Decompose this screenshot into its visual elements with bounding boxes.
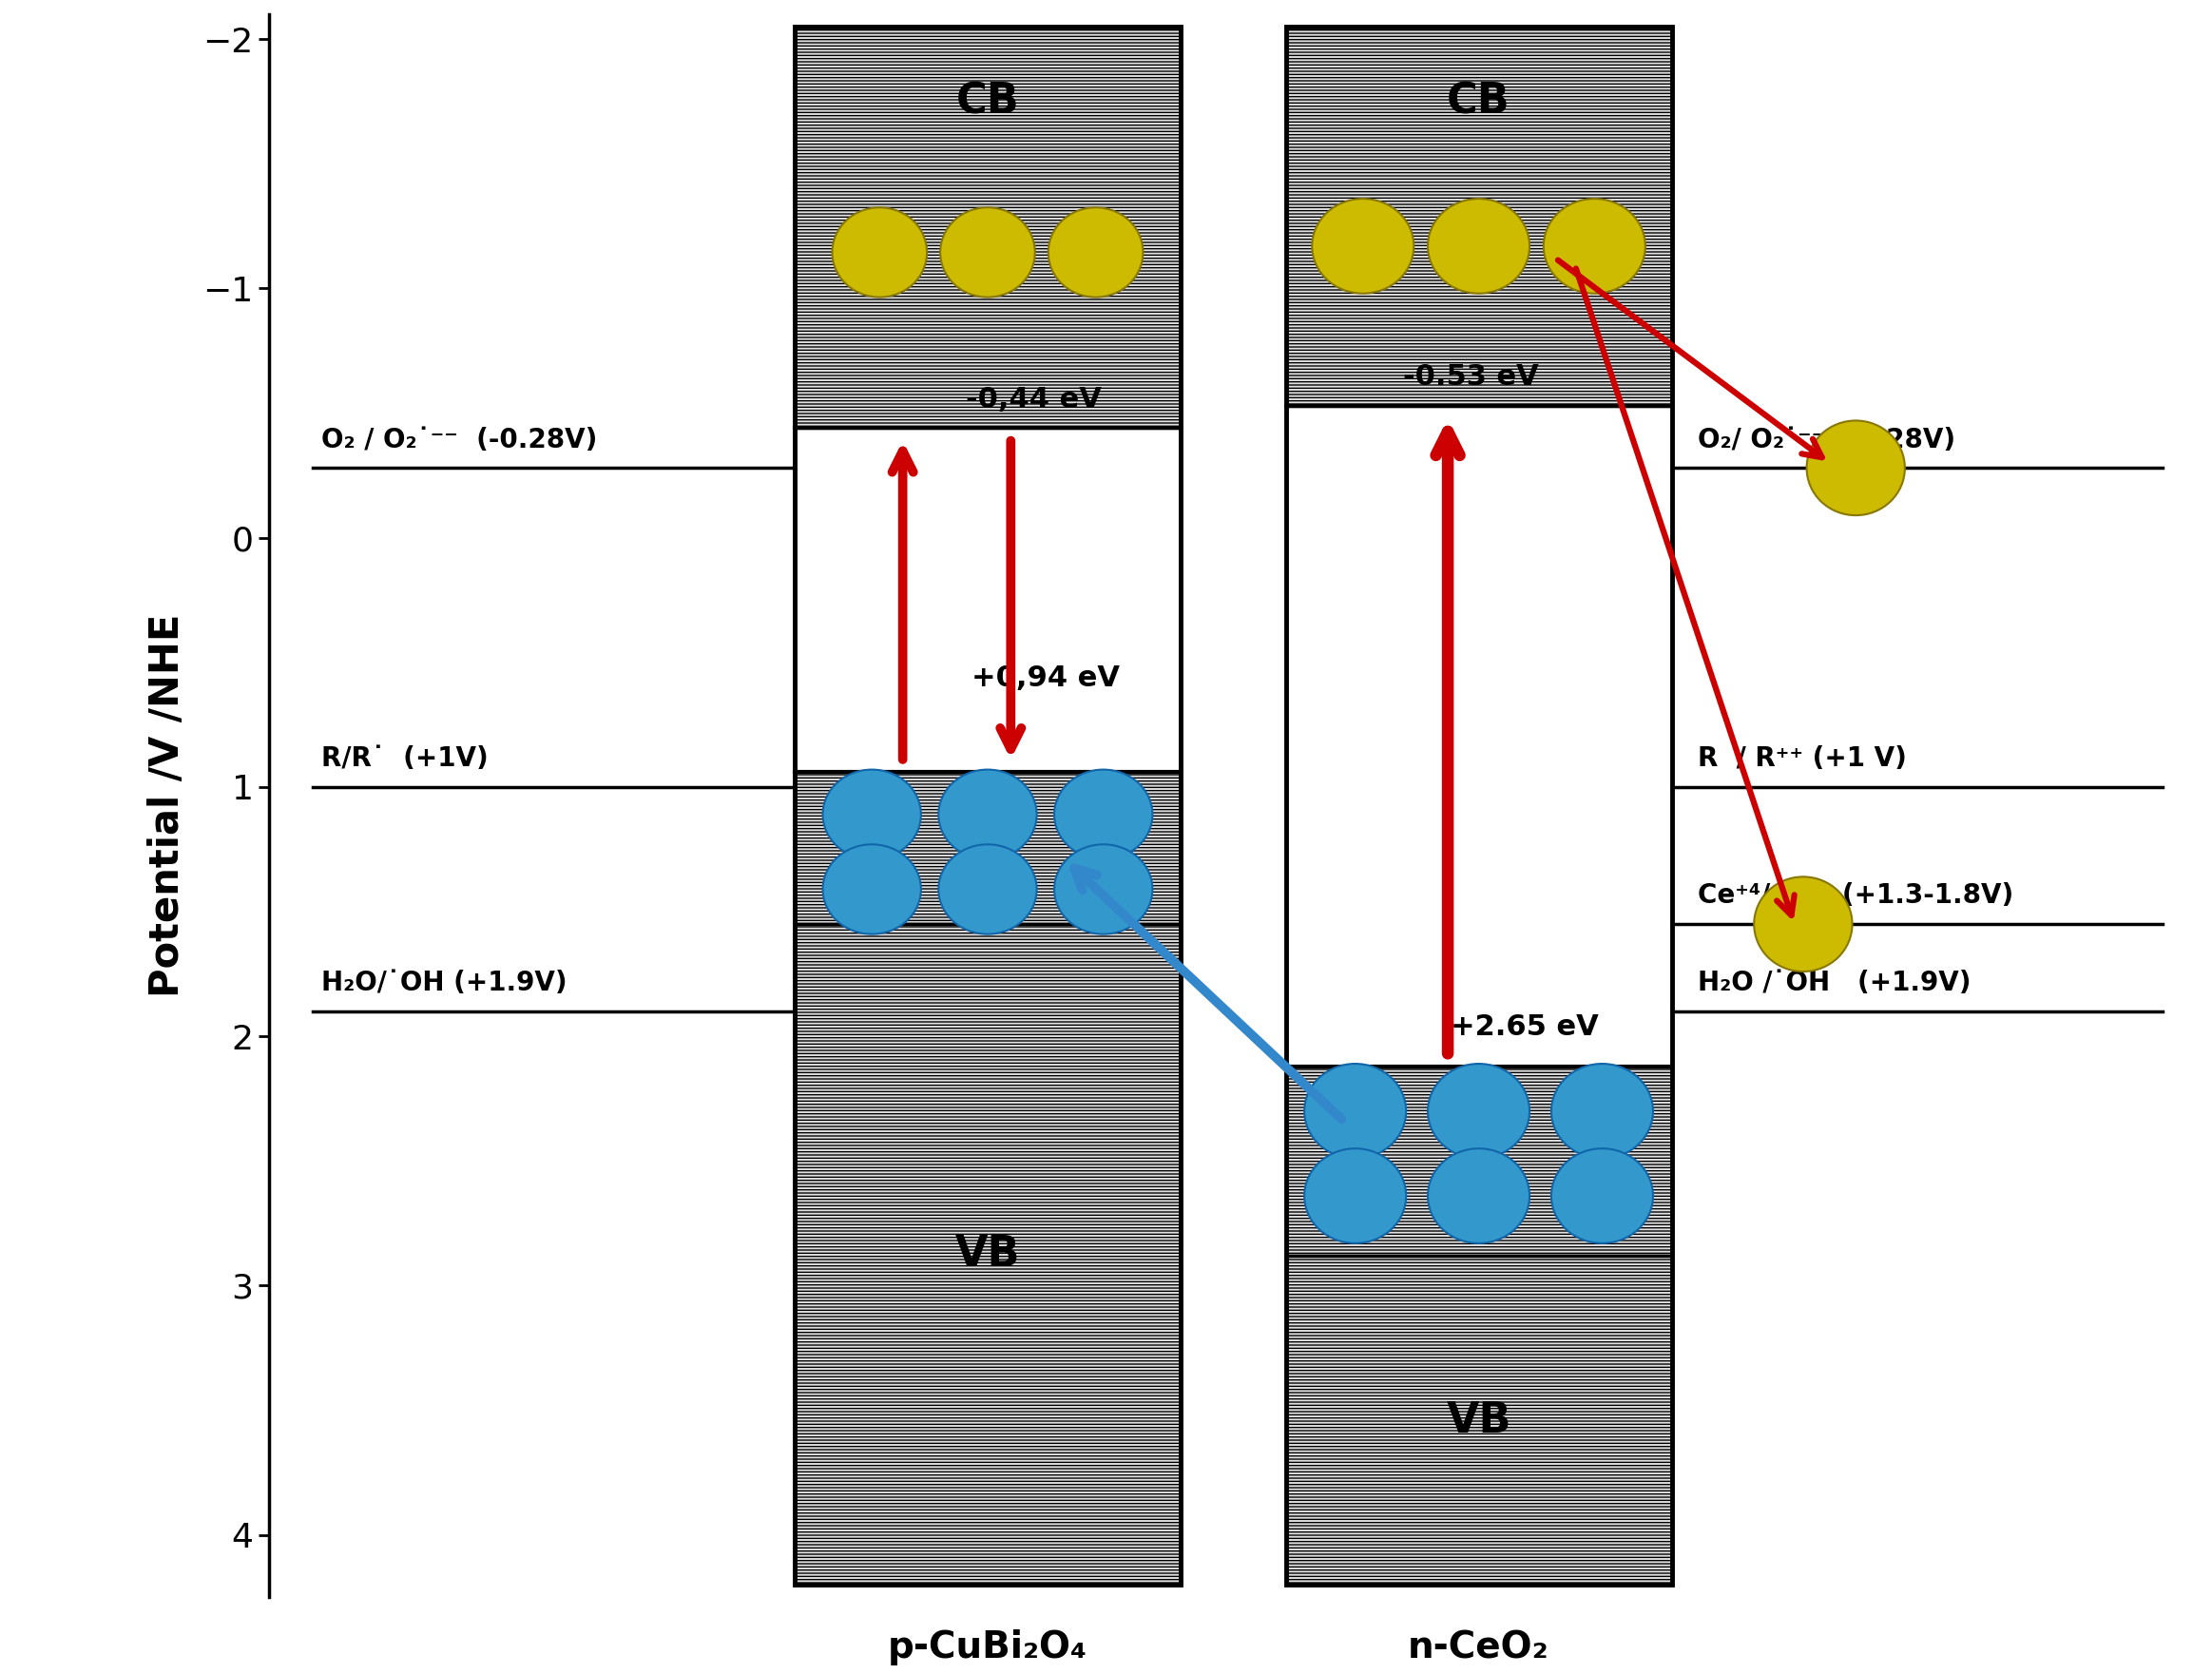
Text: +0,94 eV: +0,94 eV bbox=[971, 665, 1119, 693]
Text: R  / R⁺⁺ (+1 V): R / R⁺⁺ (+1 V) bbox=[1699, 745, 1907, 772]
Ellipse shape bbox=[1807, 420, 1905, 516]
Bar bbox=[1285, 27, 1672, 1585]
Ellipse shape bbox=[1305, 1063, 1407, 1158]
Text: H₂O/˙OH (+1.9V): H₂O/˙OH (+1.9V) bbox=[321, 969, 566, 996]
Ellipse shape bbox=[938, 770, 1037, 859]
Ellipse shape bbox=[1754, 877, 1851, 971]
Ellipse shape bbox=[1544, 199, 1646, 293]
Ellipse shape bbox=[938, 844, 1037, 934]
Text: CB: CB bbox=[956, 82, 1020, 122]
Y-axis label: Potential /V /NHE: Potential /V /NHE bbox=[146, 614, 186, 998]
Ellipse shape bbox=[1055, 844, 1152, 934]
Ellipse shape bbox=[1312, 199, 1413, 293]
Ellipse shape bbox=[823, 844, 920, 934]
Text: H₂O /˙OH   (+1.9V): H₂O /˙OH (+1.9V) bbox=[1699, 969, 1971, 996]
Ellipse shape bbox=[832, 208, 927, 298]
Bar bbox=[794, 772, 1181, 924]
Bar bbox=[1285, 405, 1672, 1066]
Text: Ce⁺⁴/Ce⁺³ (+1.3-1.8V): Ce⁺⁴/Ce⁺³ (+1.3-1.8V) bbox=[1699, 882, 2013, 909]
Text: VB: VB bbox=[956, 1234, 1020, 1276]
Ellipse shape bbox=[1427, 1148, 1528, 1244]
Text: -0,44 eV: -0,44 eV bbox=[967, 385, 1102, 413]
Ellipse shape bbox=[1551, 1063, 1652, 1158]
Bar bbox=[1285, 1256, 1672, 1585]
Text: +2.65 eV: +2.65 eV bbox=[1451, 1014, 1599, 1041]
Text: O₂/ O₂˙⁻⁻ (-0.28V): O₂/ O₂˙⁻⁻ (-0.28V) bbox=[1699, 427, 1955, 454]
Text: VB: VB bbox=[1447, 1399, 1511, 1441]
Ellipse shape bbox=[1048, 208, 1144, 298]
Text: p-CuBi₂O₄: p-CuBi₂O₄ bbox=[887, 1629, 1088, 1666]
Bar bbox=[794, 27, 1181, 1585]
Text: O₂ / O₂˙⁻⁻  (-0.28V): O₂ / O₂˙⁻⁻ (-0.28V) bbox=[321, 427, 597, 454]
Text: CB: CB bbox=[1447, 82, 1511, 122]
Ellipse shape bbox=[1427, 199, 1528, 293]
Text: R/R˙  (+1V): R/R˙ (+1V) bbox=[321, 745, 489, 772]
Ellipse shape bbox=[1551, 1148, 1652, 1244]
Bar bbox=[794, 429, 1181, 772]
Ellipse shape bbox=[940, 208, 1035, 298]
Bar bbox=[794, 924, 1181, 1585]
Bar bbox=[1285, 27, 1672, 405]
Ellipse shape bbox=[1055, 770, 1152, 859]
Ellipse shape bbox=[1305, 1148, 1407, 1244]
Text: -0.53 eV: -0.53 eV bbox=[1402, 363, 1540, 390]
Ellipse shape bbox=[823, 770, 920, 859]
Ellipse shape bbox=[1427, 1063, 1528, 1158]
Bar bbox=[1285, 1066, 1672, 1256]
Bar bbox=[794, 27, 1181, 429]
Text: n-CeO₂: n-CeO₂ bbox=[1409, 1629, 1548, 1666]
